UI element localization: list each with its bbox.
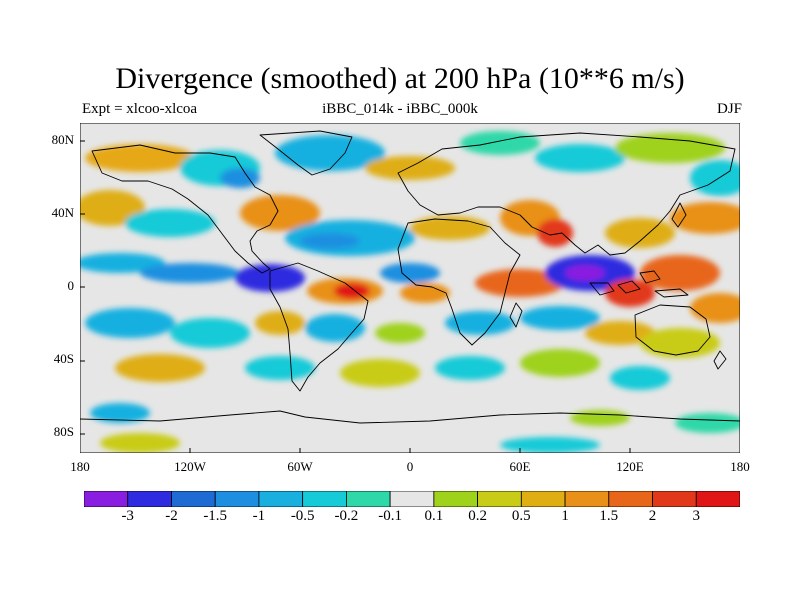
y-tick-label: 40S	[53, 351, 74, 366]
colorbar-label: -0.5	[290, 508, 315, 524]
x-tick-label: 180	[70, 459, 90, 474]
colorbar-box	[652, 491, 697, 507]
north-america-coastline	[91, 144, 279, 274]
coastlines	[80, 130, 740, 424]
colorbar-box	[389, 491, 435, 507]
colorbar-label: -0.1	[378, 508, 402, 524]
africa-coastline	[397, 218, 521, 346]
run-difference-label: iBBC_014k - iBBC_000k	[322, 101, 478, 117]
season-label: DJF	[716, 101, 742, 117]
x-tick-label: 180	[730, 459, 750, 474]
colorbar-box	[127, 491, 172, 507]
greenland-coastline	[259, 130, 353, 176]
colorbar-box	[84, 491, 129, 507]
colorbar-box	[608, 491, 653, 507]
colorbar-box	[258, 491, 304, 507]
colorbar-label: 0.5	[511, 508, 531, 524]
australia-coastline	[634, 304, 711, 356]
colorbar-label: 0.1	[424, 508, 444, 524]
x-tick-label: 60W	[287, 459, 313, 474]
y-tick-label: 0	[67, 278, 75, 293]
x-tick-label: 0	[406, 459, 414, 474]
new-zealand-coastline	[713, 350, 727, 370]
colorbar-box	[477, 491, 522, 507]
colorbar-box	[214, 491, 260, 507]
y-tick-label: 80N	[51, 132, 74, 147]
japan-coastline	[671, 202, 687, 228]
colorbar-label: 1	[561, 508, 569, 524]
x-tick-label: 120W	[174, 459, 206, 474]
madagascar-coastline	[509, 302, 523, 328]
colorbar-box	[302, 491, 347, 507]
colorbar-label: 1.5	[599, 508, 619, 524]
colorbar-label: -1	[252, 508, 266, 524]
maritime-continent-coastline	[589, 270, 689, 298]
divergence-map	[80, 123, 740, 453]
colorbar-box	[564, 491, 610, 507]
colorbar-label: -3	[121, 508, 134, 524]
colorbar-label: -0.2	[334, 508, 359, 524]
colorbar-label: 0.2	[468, 508, 487, 524]
south-america-coastline	[269, 262, 369, 392]
colorbar-label: 2	[648, 508, 657, 524]
colorbar-label: 3	[692, 508, 701, 524]
colorbar-box	[433, 491, 478, 507]
colorbar	[84, 491, 740, 507]
eurasia-coastline	[397, 132, 736, 256]
plot-title: Divergence (smoothed) at 200 hPa (10**6 …	[115, 62, 685, 95]
colorbar-box	[345, 491, 391, 507]
experiment-label: Expt = xlcoo-xlcoa	[82, 101, 198, 117]
y-tick-label: 80S	[53, 424, 74, 439]
colorbar-label: -1.5	[203, 508, 228, 524]
colorbar-box	[171, 491, 216, 507]
map-tick-marks	[80, 140, 631, 453]
x-tick-label: 60E	[509, 459, 531, 474]
map-field	[80, 123, 740, 453]
colorbar-box	[695, 491, 740, 507]
x-tick-label: 120E	[616, 459, 644, 474]
y-tick-label: 40N	[51, 205, 74, 220]
colorbar-box	[520, 491, 566, 507]
colorbar-label: -2	[165, 508, 178, 524]
antarctica-coastline	[80, 410, 740, 424]
